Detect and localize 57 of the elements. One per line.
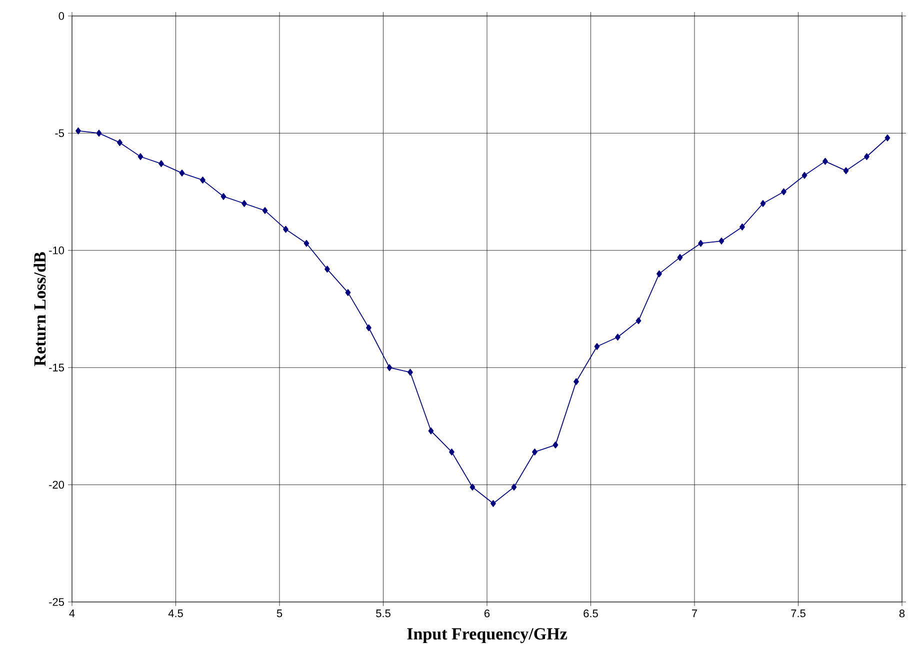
point <box>304 240 310 247</box>
y-tick-label: -5 <box>55 129 64 138</box>
point <box>76 127 81 134</box>
point <box>698 240 704 247</box>
x-tick-label: 8 <box>899 610 905 618</box>
x-tick-label: 4.5 <box>168 610 183 618</box>
point <box>324 266 330 273</box>
x-tick-label: 5.5 <box>376 610 390 618</box>
point <box>242 200 247 207</box>
point <box>179 170 185 176</box>
x-tick-label: 5 <box>276 610 282 618</box>
point <box>428 427 434 434</box>
point <box>760 200 766 207</box>
x-tick-label: 7 <box>692 610 698 618</box>
point <box>262 207 268 214</box>
x-tick-label: 6.5 <box>584 610 598 618</box>
point <box>490 500 496 507</box>
point <box>470 484 476 491</box>
point <box>574 378 579 386</box>
point <box>96 130 102 137</box>
point <box>884 134 890 142</box>
point <box>158 160 164 168</box>
point <box>200 176 206 184</box>
point <box>636 317 642 324</box>
point <box>386 364 392 372</box>
point <box>843 167 849 174</box>
x-axis-title: Input Frequency/GHz <box>407 628 567 644</box>
x-tick-label: 4 <box>69 610 75 618</box>
point <box>615 334 620 341</box>
point <box>283 226 288 233</box>
point <box>532 448 538 456</box>
point <box>718 238 724 244</box>
y-tick-label: -25 <box>49 598 64 606</box>
y-tick-label: -10 <box>49 246 64 254</box>
point <box>552 441 558 448</box>
point <box>366 324 372 332</box>
point <box>656 270 662 278</box>
point <box>740 224 745 230</box>
point <box>138 153 144 160</box>
point <box>802 172 808 179</box>
point <box>345 289 351 296</box>
point <box>117 139 122 146</box>
y-axis-title: Return Loss/dB <box>34 252 46 366</box>
point <box>822 158 828 165</box>
y-tick-label: 0 <box>58 12 64 20</box>
point <box>220 193 226 200</box>
x-tick-label: 7.5 <box>791 610 806 618</box>
y-tick-label: -20 <box>49 480 64 489</box>
point <box>594 343 600 350</box>
y-tick-label: -15 <box>49 364 64 372</box>
point <box>781 188 786 196</box>
x-tick-label: 6 <box>484 610 490 618</box>
point <box>864 153 870 160</box>
point <box>677 254 683 261</box>
point <box>511 484 517 491</box>
point <box>449 448 454 456</box>
point <box>408 368 413 376</box>
